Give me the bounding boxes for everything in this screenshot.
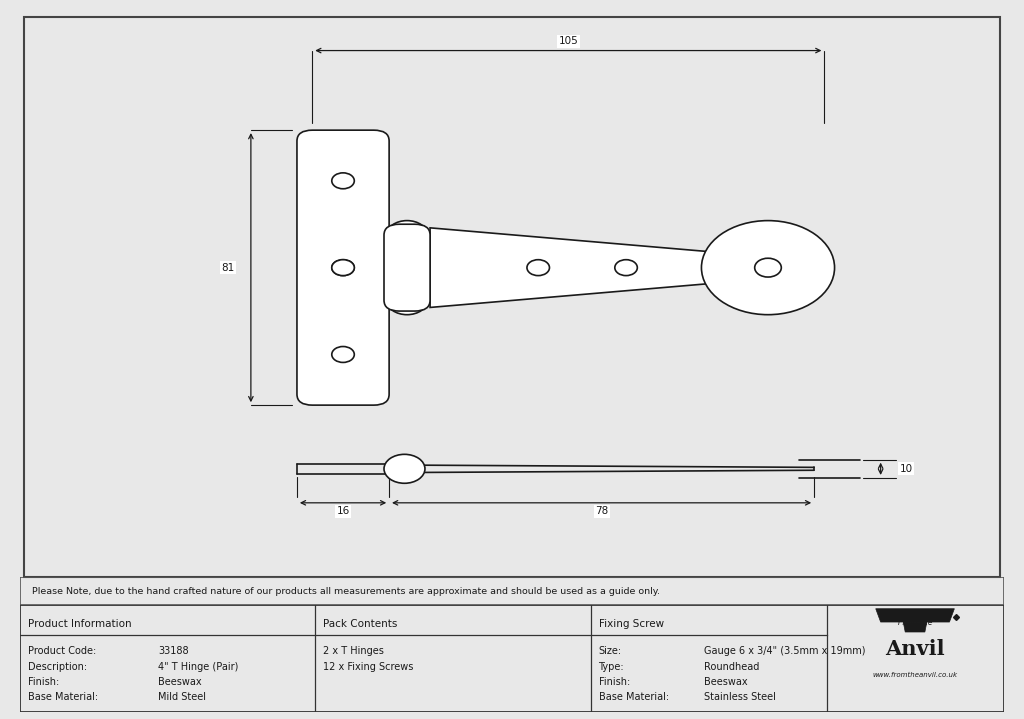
Text: Roundhead: Roundhead [703, 661, 759, 672]
Text: Beeswax: Beeswax [158, 677, 202, 687]
Circle shape [614, 260, 637, 275]
Circle shape [384, 454, 425, 483]
Text: Finish:: Finish: [29, 677, 59, 687]
Text: 105: 105 [558, 36, 579, 46]
Circle shape [332, 173, 354, 189]
Text: Base Material:: Base Material: [29, 692, 98, 702]
Text: Beeswax: Beeswax [703, 677, 748, 687]
Polygon shape [903, 622, 927, 632]
Text: 2 x T Hinges: 2 x T Hinges [324, 646, 384, 656]
Text: Finish:: Finish: [598, 677, 630, 687]
Circle shape [332, 260, 354, 275]
Circle shape [332, 260, 354, 275]
Text: 81: 81 [222, 262, 234, 273]
FancyBboxPatch shape [384, 224, 430, 311]
Text: 33188: 33188 [158, 646, 188, 656]
Text: 12 x Fixing Screws: 12 x Fixing Screws [324, 661, 414, 672]
Text: Please Note, due to the hand crafted nature of our products all measurements are: Please Note, due to the hand crafted nat… [33, 587, 660, 595]
Text: Description:: Description: [29, 661, 87, 672]
Polygon shape [430, 228, 727, 308]
Text: From the: From the [898, 618, 932, 626]
Circle shape [386, 221, 428, 249]
Circle shape [755, 258, 781, 277]
Text: Fixing Screw: Fixing Screw [598, 619, 664, 629]
Circle shape [386, 285, 428, 315]
Text: Anvil: Anvil [885, 638, 945, 659]
Text: Size:: Size: [598, 646, 622, 656]
Text: 10: 10 [900, 464, 912, 474]
Text: www.fromtheanvil.co.uk: www.fromtheanvil.co.uk [872, 672, 957, 678]
Text: Product Code:: Product Code: [29, 646, 96, 656]
Text: Base Material:: Base Material: [598, 692, 669, 702]
Polygon shape [876, 609, 954, 622]
Text: 16: 16 [337, 506, 349, 516]
Circle shape [527, 260, 550, 275]
Text: Type:: Type: [598, 661, 625, 672]
Text: Stainless Steel: Stainless Steel [703, 692, 775, 702]
Text: 78: 78 [595, 506, 608, 516]
Text: Pack Contents: Pack Contents [324, 619, 397, 629]
Text: Product Information: Product Information [29, 619, 132, 629]
FancyBboxPatch shape [297, 130, 389, 405]
Text: Gauge 6 x 3/4" (3.5mm x 19mm): Gauge 6 x 3/4" (3.5mm x 19mm) [703, 646, 865, 656]
Text: 4" T Hinge (Pair): 4" T Hinge (Pair) [158, 661, 239, 672]
Circle shape [332, 347, 354, 362]
Circle shape [701, 221, 835, 315]
Text: Mild Steel: Mild Steel [158, 692, 206, 702]
